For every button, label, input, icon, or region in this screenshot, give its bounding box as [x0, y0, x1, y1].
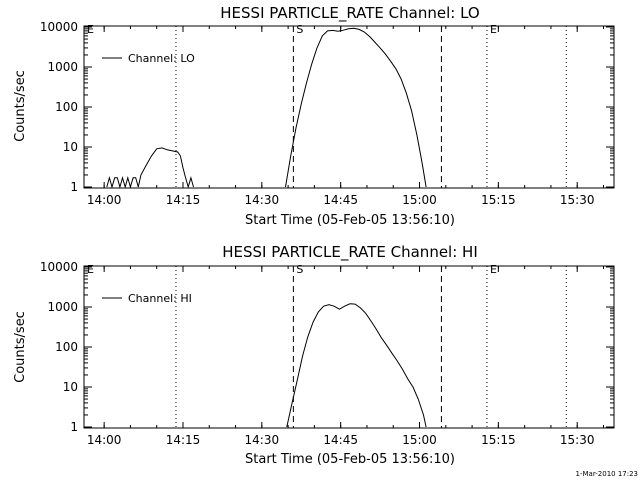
x-tick-label: 15:15: [481, 193, 516, 207]
x-tick-label: 14:15: [166, 193, 201, 207]
x-tick-label: 14:45: [323, 433, 358, 447]
x-tick-label: 14:30: [245, 433, 280, 447]
x-tick-label: 14:00: [87, 433, 122, 447]
y-axis-label: Counts/sec: [13, 311, 28, 383]
marker-label: E: [87, 263, 94, 276]
x-tick-label: 15:00: [402, 433, 437, 447]
marker-label: E: [490, 263, 497, 276]
plot-frame: [83, 25, 615, 189]
marker-label: S: [296, 263, 303, 276]
panel-hi: HESSI PARTICLE_RATE Channel: HI Start Ti…: [13, 243, 615, 467]
y-tick-label: 1000: [47, 300, 78, 314]
y-tick-label: 10: [63, 380, 78, 394]
y-axis-label: Counts/sec: [13, 70, 28, 142]
x-tick-label: 14:45: [323, 193, 358, 207]
chart-title: HESSI PARTICLE_RATE Channel: HI: [222, 243, 478, 262]
y-tick-label: 1: [70, 180, 78, 194]
y-tick-label: 100: [55, 340, 78, 354]
timestamp-stamp: 1-Mar-2010 17:23: [576, 470, 638, 478]
x-tick-label: 15:30: [560, 193, 595, 207]
chart-title: HESSI PARTICLE_RATE Channel: LO: [220, 4, 479, 23]
chart-marks: E S E 14:00 14:15 14:30 14:45 15:00 15:15 15:30 1 1…: [40, 20, 614, 207]
legend-label: Channel: LO: [128, 52, 195, 65]
x-axis-label: Start Time (05-Feb-05 13:56:10): [245, 213, 455, 228]
y-tick-label: 10000: [40, 260, 78, 274]
x-tick-label: 15:15: [481, 433, 516, 447]
marker-label: E: [490, 23, 497, 36]
y-tick-label: 100: [55, 100, 78, 114]
x-tick-label: 14:00: [87, 193, 122, 207]
x-tick-label: 15:00: [402, 193, 437, 207]
series-line: [286, 303, 427, 428]
legend-label: Channel: HI: [128, 292, 192, 305]
y-tick-label: 1: [70, 420, 78, 434]
series-line: [285, 27, 427, 188]
plot-frame: [83, 265, 615, 429]
y-tick-label: 10000: [40, 20, 78, 34]
y-tick-label: 1000: [47, 60, 78, 74]
series-line: [106, 147, 194, 189]
x-tick-label: 14:30: [245, 193, 280, 207]
x-tick-label: 14:15: [166, 433, 201, 447]
marker-label: E: [87, 23, 94, 36]
y-tick-label: 10: [63, 140, 78, 154]
x-tick-label: 15:30: [560, 433, 595, 447]
marker-label: S: [296, 23, 303, 36]
panel-lo: HESSI PARTICLE_RATE Channel: LO Start Ti…: [13, 4, 615, 228]
x-axis-label: Start Time (05-Feb-05 13:56:10): [245, 452, 455, 467]
